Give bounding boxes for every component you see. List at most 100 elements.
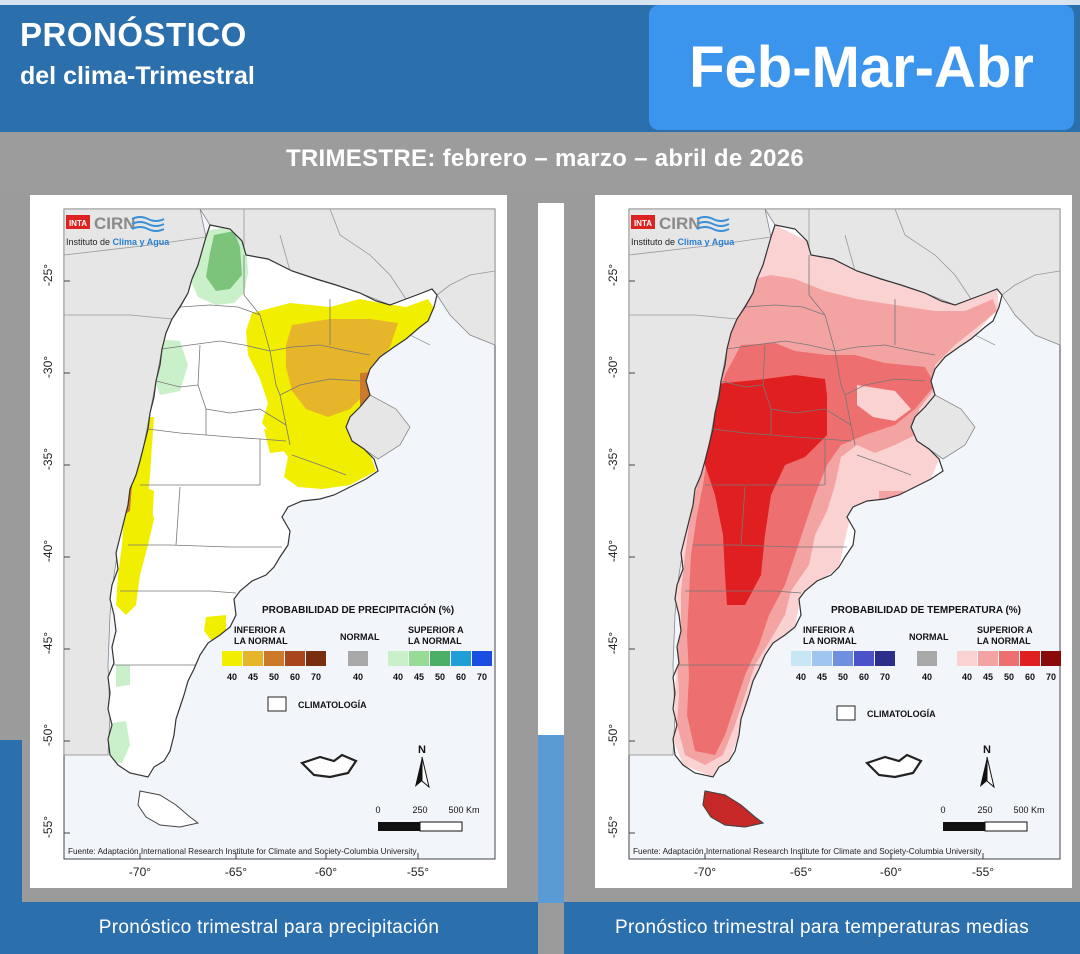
legend-swatch-lower	[875, 651, 895, 666]
source-note: Fuente: Adaptación International Researc…	[633, 847, 983, 856]
legend-normal-label: NORMAL	[340, 632, 380, 642]
probability-area	[206, 231, 242, 291]
legend-value-lower: 50	[838, 672, 848, 682]
quarter-subtitle: TRIMESTRE: febrero – marzo – abril de 20…	[285, 145, 805, 172]
legend-lower-label-2: LA NORMAL	[803, 636, 857, 646]
legend-value-lower: 40	[796, 672, 806, 682]
institute-prefix: Instituto de	[631, 237, 678, 247]
argentina-outline	[107, 224, 438, 778]
legend-lower-label: INFERIOR A	[234, 625, 286, 635]
neighbor-border	[844, 234, 856, 272]
temperature-map: -25° -30° -35° -40° -45° -50° -55° -70° -65° -60°…	[606, 208, 1061, 879]
legend-swatch-upper	[409, 651, 429, 666]
malvinas-islands	[299, 753, 358, 779]
legend-value-upper: 60	[1025, 672, 1035, 682]
legend-swatch-upper	[1020, 651, 1040, 666]
lon-tick-label: -70°	[129, 865, 151, 879]
north-arrow-icon	[980, 757, 987, 787]
divider-accent	[538, 735, 564, 903]
malvinas-islands	[864, 753, 923, 779]
cirn-logo-text: CIRN	[659, 214, 701, 233]
lat-tick-label: -35°	[606, 448, 620, 470]
legend-lower-label-2: LA NORMAL	[234, 636, 288, 646]
institute-prefix: Instituto de	[66, 237, 113, 247]
neighbor-border	[436, 270, 496, 296]
legend-title: PROBABILIDAD DE TEMPERATURA (%)	[831, 605, 1021, 616]
lat-tick-label: -40°	[41, 540, 55, 562]
province-border	[179, 304, 271, 352]
precipitation-legend: PROBABILIDAD DE PRECIPITACIÓN (%) INFERIO…	[222, 603, 492, 712]
lat-tick-label: -50°	[41, 724, 55, 746]
lat-tick-label: -55°	[606, 816, 620, 838]
province-border	[291, 454, 347, 476]
legend-value-upper: 40	[962, 672, 972, 682]
legend-value-lower: 50	[269, 672, 279, 682]
legend-value-upper: 50	[1004, 672, 1014, 682]
province-borders	[672, 224, 1003, 779]
province-border	[175, 486, 181, 546]
scale-mid: 250	[412, 805, 427, 815]
legend-value-upper: 70	[1046, 672, 1056, 682]
province-border	[808, 255, 826, 316]
province-border	[834, 350, 856, 446]
header-top-stripe	[0, 0, 1080, 5]
lat-tick-label: -45°	[41, 632, 55, 654]
province-border	[834, 344, 936, 356]
institute-logo: INTA CIRN Instituto de Clima y Agua	[66, 214, 170, 247]
province-border	[762, 344, 852, 426]
neighbor-border	[63, 236, 207, 256]
legend-value-upper: 45	[414, 672, 424, 682]
header-subtitle: del clima-Trimestral	[20, 62, 255, 90]
neighbor-border	[894, 208, 972, 300]
lon-tick-label: -65°	[225, 865, 247, 879]
lat-tick-label: -30°	[41, 356, 55, 378]
lat-tick-label: -30°	[606, 356, 620, 378]
inta-logo-box	[66, 215, 90, 229]
probability-area	[264, 429, 286, 453]
lat-tick-label: -50°	[606, 724, 620, 746]
province-border	[720, 380, 764, 388]
lon-tick-label: -60°	[880, 865, 902, 879]
scale-bar-light	[984, 821, 1028, 832]
neighbor-countries	[628, 208, 1061, 756]
header-bar: PRONÓSTICO del clima-Trimestral Feb-Mar-…	[0, 0, 1080, 132]
north-arrow-icon	[415, 757, 422, 787]
institute-name: Clima y Agua	[678, 237, 736, 247]
subtitle-band	[0, 132, 1080, 192]
probability-area	[116, 417, 154, 615]
legend-swatch-lower	[812, 651, 832, 666]
legend-value-normal: 40	[353, 672, 363, 682]
legend-upper-label-2: LA NORMAL	[408, 636, 462, 646]
province-border	[740, 486, 746, 546]
legend-swatch-upper	[1041, 651, 1061, 666]
inta-logo-text: INTA	[69, 219, 87, 228]
legend-value-normal: 40	[922, 672, 932, 682]
axis-ticks: -25° -30° -35° -40° -45° -50° -55° -70° -65° -60°…	[41, 264, 429, 879]
season-badge: Feb-Mar-Abr	[649, 5, 1074, 130]
province-border	[279, 378, 361, 396]
climatology-swatch	[836, 705, 856, 721]
legend-value-upper: 50	[435, 672, 445, 682]
legend-swatch-lower	[222, 651, 242, 666]
province-border	[844, 378, 926, 396]
neighbor-border	[628, 236, 772, 256]
probability-area	[286, 319, 398, 417]
climatology-label: CLIMATOLOGÍA	[298, 700, 367, 710]
inta-logo-text: INTA	[634, 219, 652, 228]
precipitation-caption: Pronóstico trimestral para precipitación	[0, 902, 538, 954]
neighbor-border	[629, 314, 738, 320]
source-note: Fuente: Adaptación International Researc…	[68, 847, 418, 856]
neighbor-border	[64, 314, 173, 320]
province-border	[269, 350, 291, 446]
probability-area	[108, 721, 130, 763]
legend-upper-label: SUPERIOR A	[977, 625, 1033, 635]
lat-tick-label: -25°	[41, 264, 55, 286]
province-border	[128, 544, 282, 548]
scale-bar-dark	[943, 822, 985, 831]
legend-swatch-upper	[978, 651, 998, 666]
legend-value-upper: 60	[456, 672, 466, 682]
province-border	[744, 304, 836, 352]
lon-tick-label: -55°	[972, 865, 994, 879]
lat-tick-label: -45°	[606, 632, 620, 654]
probability-area	[116, 665, 130, 687]
